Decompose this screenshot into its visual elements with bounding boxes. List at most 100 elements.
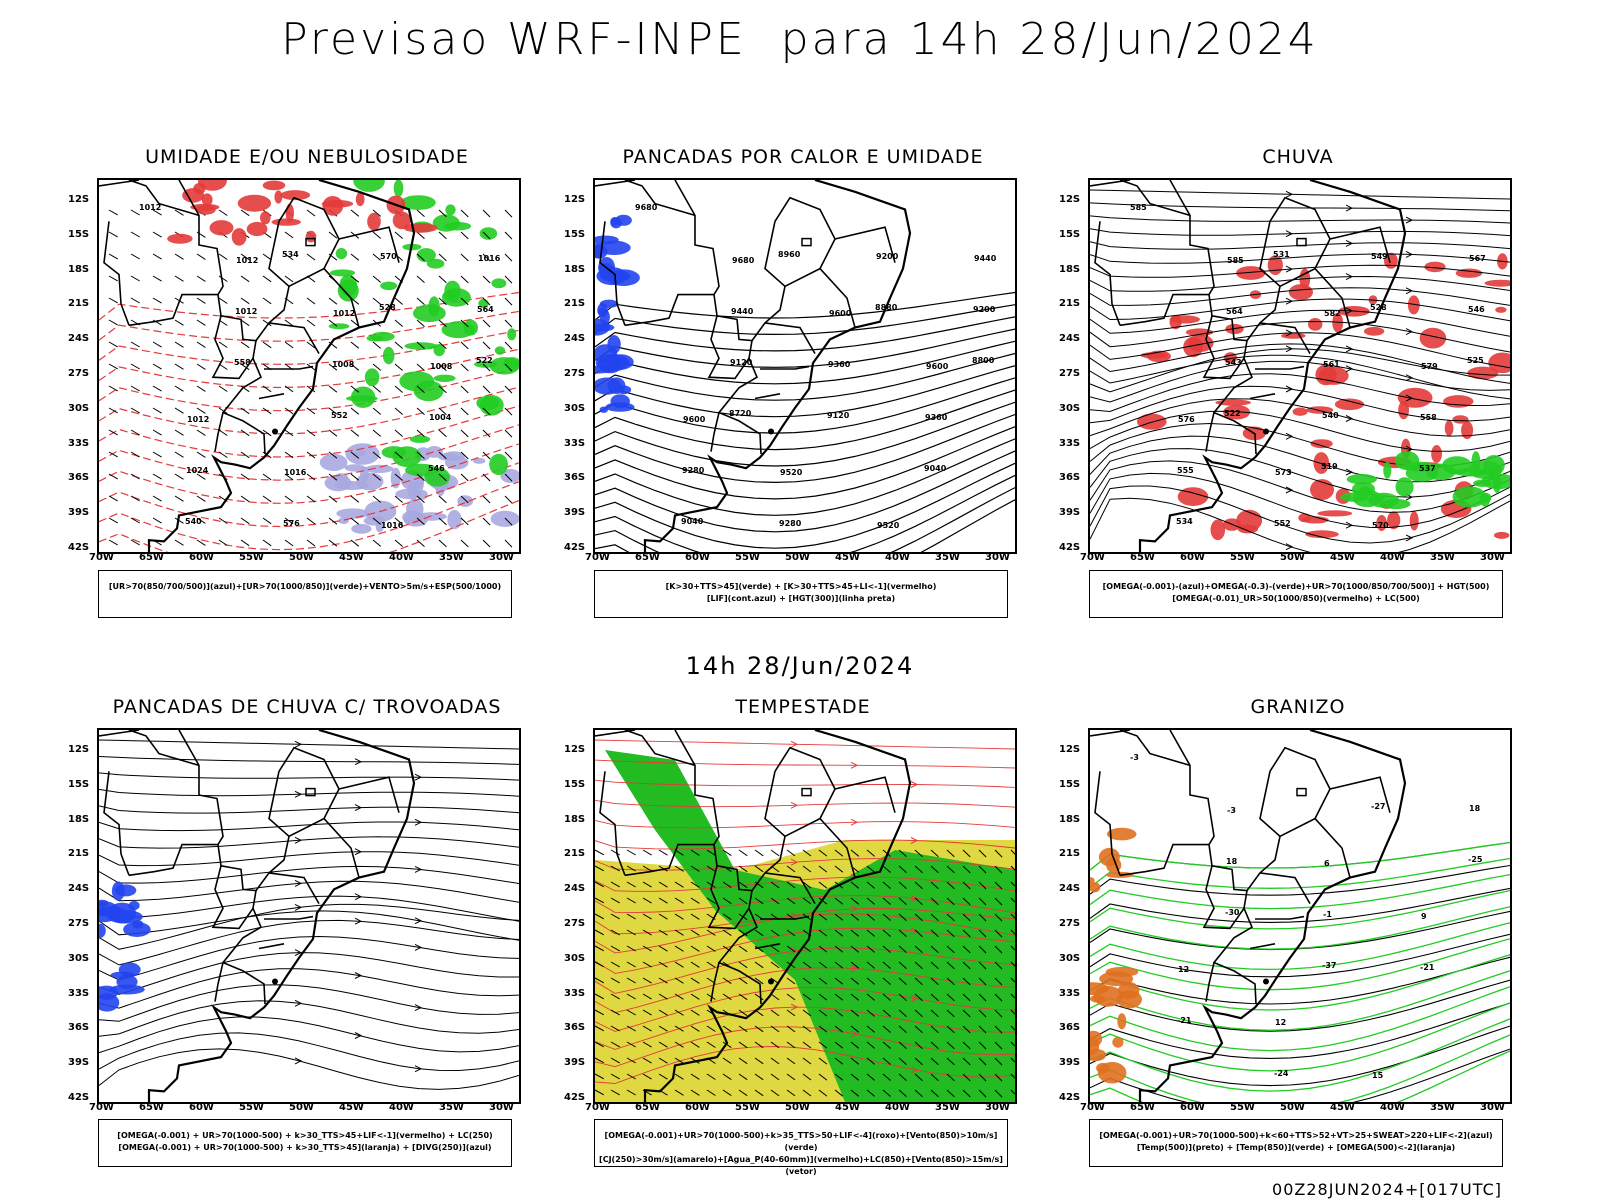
wind-vector <box>1010 897 1015 903</box>
wind-vector <box>898 881 907 889</box>
wind-vector <box>174 451 184 458</box>
border-line <box>258 943 285 950</box>
wind-vector <box>914 1073 923 1082</box>
wind-vector <box>610 1057 620 1064</box>
wind-vector <box>802 1057 812 1065</box>
streamline <box>1090 228 1510 237</box>
latitude-label: 39S <box>564 1057 586 1069</box>
border-line <box>710 412 720 452</box>
flow-arrow <box>1345 521 1354 529</box>
contour-label: 528 <box>1370 303 1387 312</box>
wind-vector <box>626 897 636 904</box>
wind-vector <box>284 407 294 415</box>
wind-vector <box>284 275 294 283</box>
border-line <box>258 393 285 400</box>
wind-vector <box>914 1057 923 1066</box>
contour-label: 9680 <box>732 256 755 265</box>
contour-label: -27 <box>1371 802 1385 811</box>
map-outline <box>99 180 416 552</box>
wind-vector <box>978 945 987 954</box>
shade-cell <box>1424 261 1446 273</box>
wind-vector <box>504 539 513 548</box>
streamline <box>595 986 1015 1032</box>
flow-arrow <box>354 893 363 901</box>
wind-vector <box>946 881 955 890</box>
wind-vector <box>626 945 636 952</box>
wind-vector <box>914 945 923 954</box>
streamline <box>1090 332 1510 369</box>
shade-cell <box>1305 530 1339 539</box>
wind-vector <box>394 341 403 349</box>
wind-vector <box>706 961 716 968</box>
wind-vector <box>196 495 206 502</box>
border-line <box>211 315 254 380</box>
contour-label: 1016 <box>284 468 307 477</box>
wind-vector <box>610 913 620 920</box>
longitude-label: 70W <box>89 552 114 563</box>
wind-vector <box>706 929 716 936</box>
streamline <box>99 935 519 981</box>
wind-vector <box>372 275 382 283</box>
flow-arrow <box>1345 468 1354 476</box>
wind-vector <box>504 429 513 438</box>
wind-vector <box>1010 865 1015 871</box>
wind-vector <box>818 929 828 937</box>
wind-vector <box>914 865 923 874</box>
border-line <box>178 730 266 1005</box>
streamline <box>1090 253 1510 264</box>
flow-arrow <box>1405 250 1414 258</box>
wind-vector <box>416 231 425 239</box>
wind-vector <box>196 451 206 458</box>
wind-vector <box>898 1041 907 1049</box>
shade-cell <box>1310 439 1333 449</box>
wind-vector <box>504 253 513 262</box>
contour-label: 9600 <box>829 309 852 318</box>
shade-cell <box>413 304 446 322</box>
contour-label: 18 <box>1226 857 1238 866</box>
wind-vector <box>130 451 140 458</box>
longitude-label: 70W <box>585 1102 610 1113</box>
panel-title: GRANIZO <box>1250 696 1346 718</box>
latitude-label: 21S <box>1059 848 1081 860</box>
shade-cell <box>201 193 213 206</box>
wind-vector <box>946 897 955 906</box>
wind-vector <box>460 341 469 350</box>
latitude-label: 30S <box>1059 402 1081 414</box>
wind-vector <box>786 1057 796 1065</box>
streamline <box>1090 385 1510 424</box>
wind-vector <box>152 231 162 238</box>
wind-vector <box>595 1025 605 1032</box>
streamline <box>1090 287 1510 306</box>
wind-vector <box>174 539 184 546</box>
contour-label: 582 <box>1324 309 1341 318</box>
wind-vector <box>722 849 732 857</box>
divergence-area <box>99 881 151 1012</box>
wind-vector <box>372 539 382 547</box>
humidity-shade <box>319 443 519 534</box>
wind-vector <box>754 945 764 953</box>
latitude-label: 12S <box>1059 744 1081 755</box>
border-line <box>760 915 810 920</box>
wind-vector <box>108 385 118 392</box>
contour-line <box>595 401 1015 467</box>
contour-label: -21 <box>1420 963 1435 972</box>
wind-vector <box>240 473 250 481</box>
wind-vector <box>786 945 796 953</box>
border-line <box>255 286 290 342</box>
wind-vector <box>978 1057 987 1066</box>
wind-vector <box>438 253 447 262</box>
border-line <box>819 268 856 328</box>
main-title: Previsao WRF-INPE para 14h 28/Jun/2024 <box>281 14 1319 65</box>
streamline <box>1090 309 1510 337</box>
latitude-label: 36S <box>1059 1022 1081 1034</box>
longitude-label: 35W <box>935 1102 960 1113</box>
streamline <box>1090 298 1510 322</box>
shade-cell <box>424 467 450 487</box>
shade-cell <box>597 307 608 316</box>
contour-label-group: 585 585 582 579 576 573 570 567 564 561 558 555 552 5… <box>1130 203 1486 530</box>
forecast-map: 585 585 582 579 576 573 570 567 564 561 558 555 552 5… <box>1088 178 1512 554</box>
wind-vector <box>306 385 316 393</box>
shade-cell <box>433 374 456 382</box>
wind-vector <box>328 319 338 327</box>
wind-vector <box>850 945 860 953</box>
